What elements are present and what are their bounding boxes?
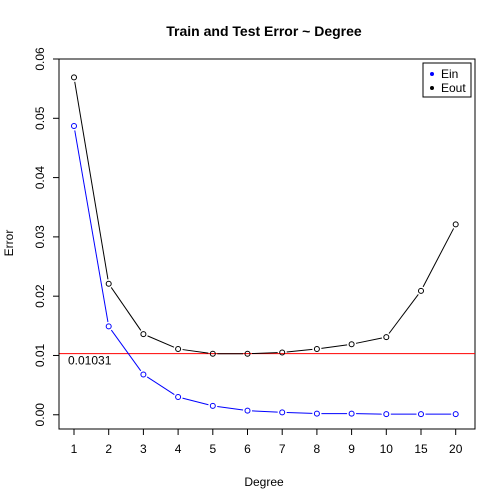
series-ein-segment xyxy=(251,410,278,413)
series-eout-point xyxy=(313,345,320,352)
series-ein-point xyxy=(209,402,216,409)
series-eout-point xyxy=(418,287,424,294)
series-eout-point xyxy=(279,349,286,356)
series-eout-segment xyxy=(355,337,382,344)
series-eout-segment xyxy=(182,349,209,354)
series-ein-point xyxy=(313,410,320,417)
x-tick-label: 9 xyxy=(348,442,355,456)
x-tick-label: 8 xyxy=(314,442,321,456)
series-eout-point xyxy=(71,74,77,81)
series-ein-point xyxy=(279,409,286,416)
series-ein-point xyxy=(105,323,112,330)
y-tick-label: 0.01 xyxy=(33,343,47,367)
reference-line-label: 0.01031 xyxy=(68,354,112,368)
series-ein-segment xyxy=(286,412,313,414)
series-ein-segment xyxy=(110,329,142,372)
y-tick-label: 0.03 xyxy=(33,225,47,249)
series-ein-segment xyxy=(217,405,244,411)
series-eout-point xyxy=(209,350,216,357)
y-tick-label: 0.04 xyxy=(33,166,47,190)
series-eout-point xyxy=(175,345,182,352)
series-ein-point xyxy=(418,411,424,418)
x-tick-label: 1 xyxy=(71,442,78,456)
series-ein-point xyxy=(71,123,77,130)
y-tick-label: 0.00 xyxy=(33,403,47,427)
x-tick-label: 7 xyxy=(279,442,286,456)
legend-box xyxy=(422,62,472,98)
series-eout-segment xyxy=(286,348,313,353)
x-tick-label: 20 xyxy=(449,442,463,456)
x-axis-label: Degree xyxy=(244,475,284,489)
series-eout xyxy=(71,74,459,357)
chart-title: Train and Test Error ~ Degree xyxy=(166,23,362,39)
legend-label-ein: Ein xyxy=(441,67,458,81)
series-ein-segment xyxy=(182,397,209,406)
series-ein-point xyxy=(452,411,459,418)
series-ein-point xyxy=(175,393,182,400)
series-eout-segment xyxy=(74,81,109,280)
y-tick-label: 0.06 xyxy=(33,47,47,71)
y-axis-label: Error xyxy=(2,230,16,257)
legend-marker-ein xyxy=(430,72,434,76)
x-tick-label: 4 xyxy=(175,442,182,456)
series-eout-point xyxy=(244,350,251,357)
x-tick-label: 10 xyxy=(380,442,394,456)
series-eout-segment xyxy=(422,228,455,288)
series-eout-point xyxy=(348,341,355,348)
x-tick-label: 2 xyxy=(105,442,112,456)
series-ein xyxy=(71,123,459,418)
y-tick-label: 0.02 xyxy=(33,284,47,308)
series-eout-segment xyxy=(388,294,419,334)
series-ein-point xyxy=(140,371,147,378)
series-ein-point xyxy=(383,411,390,418)
series-ein-segment xyxy=(146,376,175,395)
series-ein-segment xyxy=(74,130,109,323)
series-eout-point xyxy=(105,280,112,287)
x-tick-label: 3 xyxy=(140,442,147,456)
series-eout-point xyxy=(140,331,147,338)
series-eout-segment xyxy=(251,352,278,355)
x-tick-label: 15 xyxy=(414,442,428,456)
legend-label-eout: Eout xyxy=(441,81,466,95)
axes-group: 1 2 3 4 5 6 7 8 9 10 15 20 0.00 0.01 0.02 0.03 0.04 0.05 0… xyxy=(33,47,463,456)
series-eout-segment xyxy=(321,344,348,349)
series-eout-segment xyxy=(147,335,175,348)
series-eout-point xyxy=(452,221,459,228)
legend-marker-eout xyxy=(430,86,434,90)
x-tick-label: 6 xyxy=(244,442,251,456)
series-eout-point xyxy=(383,334,390,341)
x-tick-label: 5 xyxy=(209,442,216,456)
series-ein-point xyxy=(244,407,251,414)
series-ein-point xyxy=(348,410,355,417)
y-tick-label: 0.05 xyxy=(33,106,47,130)
series-group xyxy=(71,74,459,418)
series-eout-segment xyxy=(110,287,142,331)
